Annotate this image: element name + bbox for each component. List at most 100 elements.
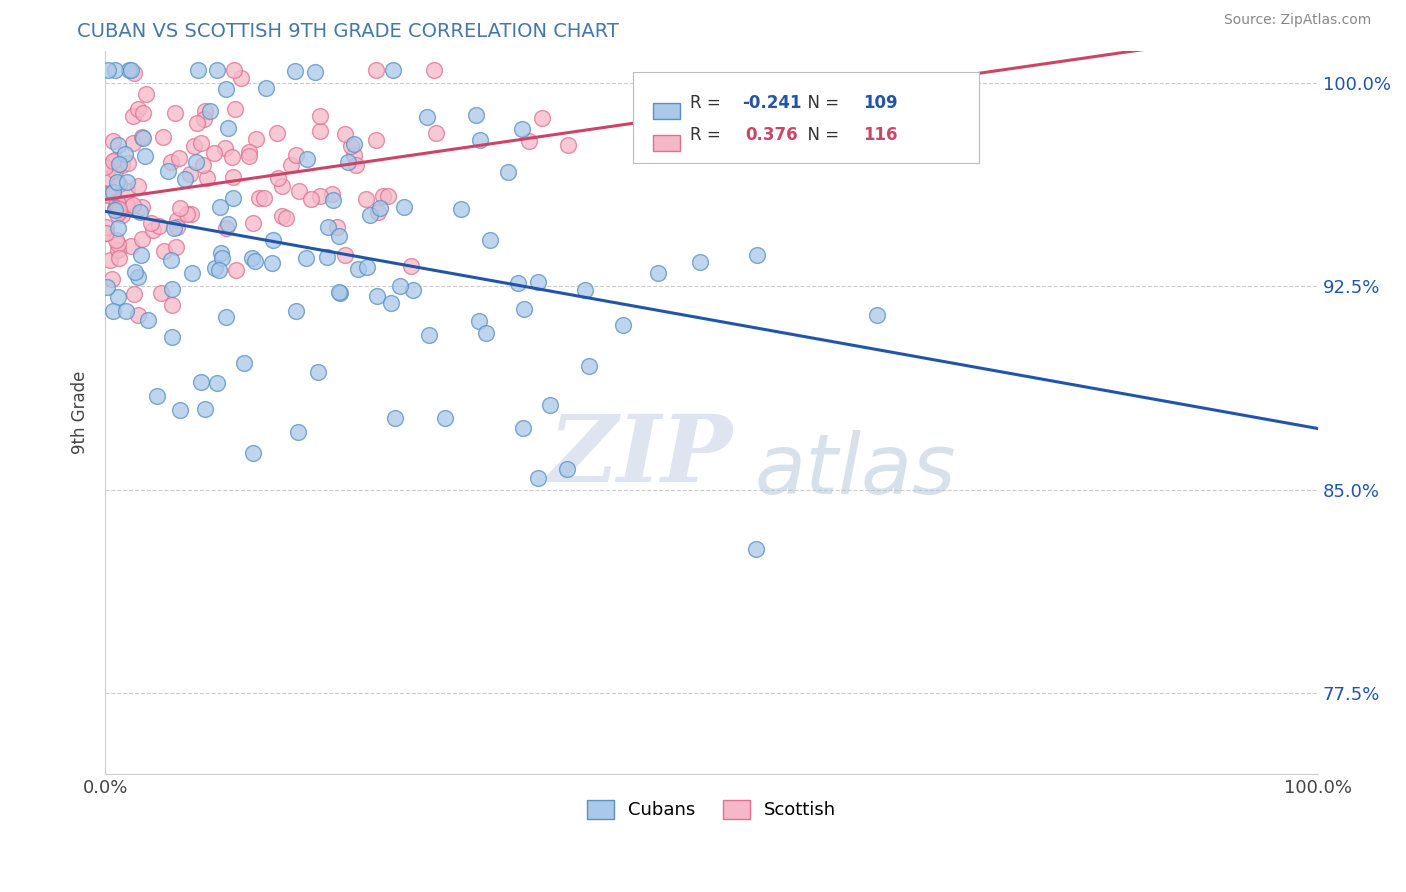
Point <box>105 175 128 189</box>
Point <box>512 301 534 316</box>
Point <box>512 121 534 136</box>
Point <box>245 253 267 268</box>
Point <box>195 171 218 186</box>
Point <box>434 410 457 425</box>
Point <box>179 167 201 181</box>
Point <box>690 144 713 158</box>
Point <box>120 239 142 253</box>
FancyBboxPatch shape <box>654 135 681 151</box>
Point <box>190 375 212 389</box>
Point <box>114 147 136 161</box>
Point <box>242 445 264 459</box>
Point <box>104 153 127 168</box>
Point <box>506 277 529 291</box>
Point <box>280 158 302 172</box>
Point <box>465 108 488 122</box>
Point <box>107 202 129 216</box>
Point <box>316 219 339 234</box>
Point <box>284 64 307 78</box>
Point <box>139 216 162 230</box>
Point <box>217 121 239 136</box>
Point <box>108 157 131 171</box>
Point <box>100 271 122 285</box>
Point <box>245 132 267 146</box>
Point <box>193 112 215 127</box>
Point <box>156 163 179 178</box>
Point <box>380 296 402 310</box>
Point <box>359 208 381 222</box>
Point <box>117 200 139 214</box>
Point <box>240 252 263 266</box>
Point <box>745 248 768 262</box>
Point <box>124 286 146 301</box>
Point <box>131 232 153 246</box>
Text: CUBAN VS SCOTTISH 9TH GRADE CORRELATION CHART: CUBAN VS SCOTTISH 9TH GRADE CORRELATION … <box>77 22 619 41</box>
Point <box>97 171 120 186</box>
Point <box>221 150 243 164</box>
Point <box>555 462 578 476</box>
Point <box>115 175 138 189</box>
Point <box>174 171 197 186</box>
Point <box>117 155 139 169</box>
Point <box>252 191 274 205</box>
Point <box>160 282 183 296</box>
Point <box>382 62 405 77</box>
Point <box>110 203 132 218</box>
Point <box>328 229 350 244</box>
Point <box>233 356 256 370</box>
Point <box>101 185 124 199</box>
Point <box>101 153 124 168</box>
Point <box>121 198 143 212</box>
Point <box>111 158 134 172</box>
Point <box>262 233 284 247</box>
Point <box>416 111 439 125</box>
Point <box>165 240 187 254</box>
Point <box>105 201 128 215</box>
Point <box>142 223 165 237</box>
Point <box>160 253 183 268</box>
Point <box>333 127 356 141</box>
Point <box>557 138 579 153</box>
Y-axis label: 9th Grade: 9th Grade <box>72 371 89 454</box>
Point <box>208 200 231 214</box>
Point <box>479 233 502 247</box>
Point <box>423 62 446 77</box>
Point <box>215 310 238 325</box>
Point <box>270 178 292 193</box>
Point <box>107 236 129 251</box>
Point <box>98 252 121 267</box>
Point <box>134 148 156 162</box>
Point <box>527 471 550 485</box>
Point <box>194 402 217 417</box>
Point <box>96 220 118 235</box>
Text: -0.241: -0.241 <box>742 95 801 112</box>
Point <box>578 359 600 374</box>
Point <box>184 155 207 169</box>
Point <box>205 376 228 390</box>
Point <box>97 62 120 77</box>
Point <box>129 248 152 262</box>
Point <box>108 177 131 191</box>
Point <box>343 148 366 162</box>
Point <box>152 130 174 145</box>
Point <box>242 216 264 230</box>
Point <box>271 210 294 224</box>
Point <box>328 285 350 299</box>
Point <box>346 262 368 277</box>
Point <box>160 155 183 169</box>
Point <box>377 189 399 203</box>
Point <box>96 280 118 294</box>
Point <box>127 308 149 322</box>
Point <box>299 192 322 206</box>
Point <box>190 136 212 150</box>
Point <box>202 146 225 161</box>
Point <box>266 171 288 186</box>
Point <box>689 255 711 269</box>
Point <box>356 260 378 274</box>
Text: 116: 116 <box>863 127 898 145</box>
Point <box>512 421 534 435</box>
Point <box>131 200 153 214</box>
Point <box>124 264 146 278</box>
Point <box>287 425 309 440</box>
Point <box>135 87 157 101</box>
